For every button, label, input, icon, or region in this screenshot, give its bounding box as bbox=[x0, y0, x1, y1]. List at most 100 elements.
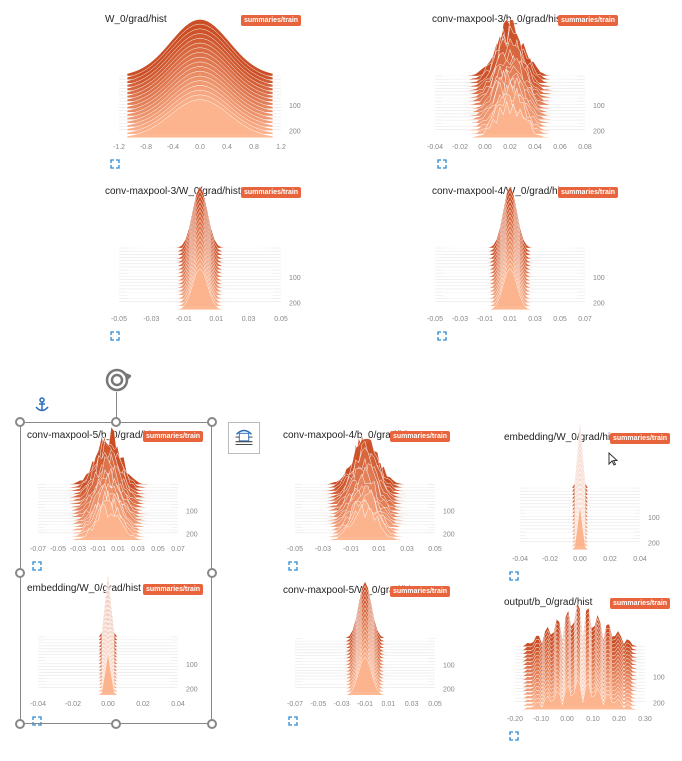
layout-options-button[interactable] bbox=[228, 422, 260, 454]
x-tick-label: 0.00 bbox=[573, 556, 587, 563]
run-tag-badge: summaries/train bbox=[610, 433, 671, 444]
x-tick-label: -0.8 bbox=[140, 144, 152, 151]
run-tag-badge: summaries/train bbox=[241, 187, 302, 198]
anchor-icon[interactable] bbox=[34, 397, 50, 413]
y-tick-label: 100 bbox=[648, 515, 660, 522]
run-tag-badge: summaries/train bbox=[390, 586, 451, 597]
expand-icon[interactable] bbox=[110, 159, 120, 169]
card-title: conv-maxpool-3/b_0/grad/hist bbox=[432, 14, 564, 25]
y-tick-label: 100 bbox=[653, 674, 665, 681]
x-tick-label: 1.2 bbox=[276, 144, 286, 151]
x-tick-label: 0.03 bbox=[405, 701, 419, 708]
card-title: conv-maxpool-5/W_0/grad/hist bbox=[283, 585, 419, 596]
x-tick-label: 0.00 bbox=[101, 701, 115, 708]
x-tick-label: -0.20 bbox=[507, 716, 523, 723]
histogram-slice bbox=[521, 679, 639, 711]
x-tick-label: 0.08 bbox=[578, 144, 592, 151]
resize-handle-bottom-right[interactable] bbox=[207, 719, 217, 729]
histogram-slice bbox=[126, 99, 274, 139]
expand-icon[interactable] bbox=[32, 716, 42, 726]
x-tick-label: 0.07 bbox=[578, 316, 592, 323]
expand-icon[interactable] bbox=[437, 159, 447, 169]
card-title: output/b_0/grad/hist bbox=[504, 597, 593, 608]
x-tick-label: 0.07 bbox=[171, 546, 185, 553]
x-tick-label: -0.01 bbox=[90, 546, 106, 553]
expand-icon[interactable] bbox=[288, 561, 298, 571]
resize-handle-top-right[interactable] bbox=[207, 417, 217, 427]
x-tick-label: 0.02 bbox=[136, 701, 150, 708]
x-tick-label: 0.05 bbox=[274, 316, 288, 323]
histogram-slice bbox=[525, 504, 635, 551]
x-tick-label: 0.01 bbox=[209, 316, 223, 323]
x-tick-label: -0.01 bbox=[357, 701, 373, 708]
x-tick-label: -0.04 bbox=[512, 556, 528, 563]
y-tick-label: 200 bbox=[186, 532, 198, 539]
histogram-slice bbox=[301, 656, 429, 696]
x-tick-label: 0.30 bbox=[638, 716, 652, 723]
resize-handle-bottom-center[interactable] bbox=[111, 719, 121, 729]
card-title: W_0/grad/hist bbox=[105, 14, 167, 25]
resize-handle-top-center[interactable] bbox=[111, 417, 121, 427]
x-tick-label: 0.20 bbox=[612, 716, 626, 723]
run-tag-badge: summaries/train bbox=[558, 15, 619, 26]
rotate-icon[interactable] bbox=[103, 366, 131, 394]
x-tick-label: 0.03 bbox=[131, 546, 145, 553]
y-tick-label: 200 bbox=[443, 686, 455, 693]
x-tick-label: -0.05 bbox=[50, 546, 66, 553]
x-tick-label: 0.01 bbox=[111, 546, 125, 553]
expand-icon[interactable] bbox=[32, 561, 42, 571]
x-tick-label: 0.04 bbox=[633, 556, 647, 563]
y-tick-label: 100 bbox=[593, 103, 605, 110]
expand-icon[interactable] bbox=[509, 571, 519, 581]
y-tick-label: 100 bbox=[443, 663, 455, 670]
histogram-slice bbox=[126, 267, 274, 311]
resize-handle-mid-left[interactable] bbox=[15, 568, 25, 578]
x-tick-label: 0.00 bbox=[478, 144, 492, 151]
x-tick-label: -0.02 bbox=[452, 144, 468, 151]
card-title: conv-maxpool-5/b_0/grad/hist bbox=[27, 430, 159, 441]
expand-icon[interactable] bbox=[509, 731, 519, 741]
y-tick-label: 100 bbox=[443, 508, 455, 515]
x-tick-label: -0.03 bbox=[70, 546, 86, 553]
card-title: conv-maxpool-4/W_0/grad/hist bbox=[432, 186, 568, 197]
run-tag-badge: summaries/train bbox=[143, 584, 204, 595]
card-title: conv-maxpool-4/b_0/grad/hist bbox=[283, 430, 415, 441]
x-tick-label: -0.03 bbox=[452, 316, 468, 323]
x-tick-label: 0.01 bbox=[382, 701, 396, 708]
x-tick-label: -0.07 bbox=[30, 546, 46, 553]
expand-icon[interactable] bbox=[110, 331, 120, 341]
x-tick-label: 0.05 bbox=[428, 546, 442, 553]
y-tick-label: 100 bbox=[186, 662, 198, 669]
y-tick-label: 100 bbox=[289, 275, 301, 282]
x-tick-label: -0.05 bbox=[287, 546, 303, 553]
y-tick-label: 200 bbox=[593, 301, 605, 308]
layout-options-icon bbox=[235, 429, 253, 446]
y-tick-label: 200 bbox=[653, 701, 665, 708]
run-tag-badge: summaries/train bbox=[610, 598, 671, 609]
x-tick-label: -0.03 bbox=[315, 546, 331, 553]
selection-box[interactable] bbox=[20, 422, 212, 724]
y-tick-label: 100 bbox=[289, 103, 301, 110]
x-tick-label: 0.05 bbox=[428, 701, 442, 708]
y-tick-label: 200 bbox=[186, 686, 198, 693]
resize-handle-mid-right[interactable] bbox=[207, 568, 217, 578]
histogram-slice bbox=[442, 267, 578, 311]
rotate-connector bbox=[116, 392, 117, 418]
x-tick-label: -0.10 bbox=[533, 716, 549, 723]
x-tick-label: 0.04 bbox=[171, 701, 185, 708]
resize-handle-top-left[interactable] bbox=[15, 417, 25, 427]
x-tick-label: 0.03 bbox=[242, 316, 256, 323]
resize-handle-bottom-left[interactable] bbox=[15, 719, 25, 729]
x-tick-label: -0.4 bbox=[167, 144, 179, 151]
x-tick-label: -0.02 bbox=[65, 701, 81, 708]
expand-icon[interactable] bbox=[288, 716, 298, 726]
x-tick-label: 0.02 bbox=[603, 556, 617, 563]
histogram-slice bbox=[442, 100, 578, 139]
expand-icon[interactable] bbox=[437, 331, 447, 341]
x-tick-label: 0.00 bbox=[560, 716, 574, 723]
